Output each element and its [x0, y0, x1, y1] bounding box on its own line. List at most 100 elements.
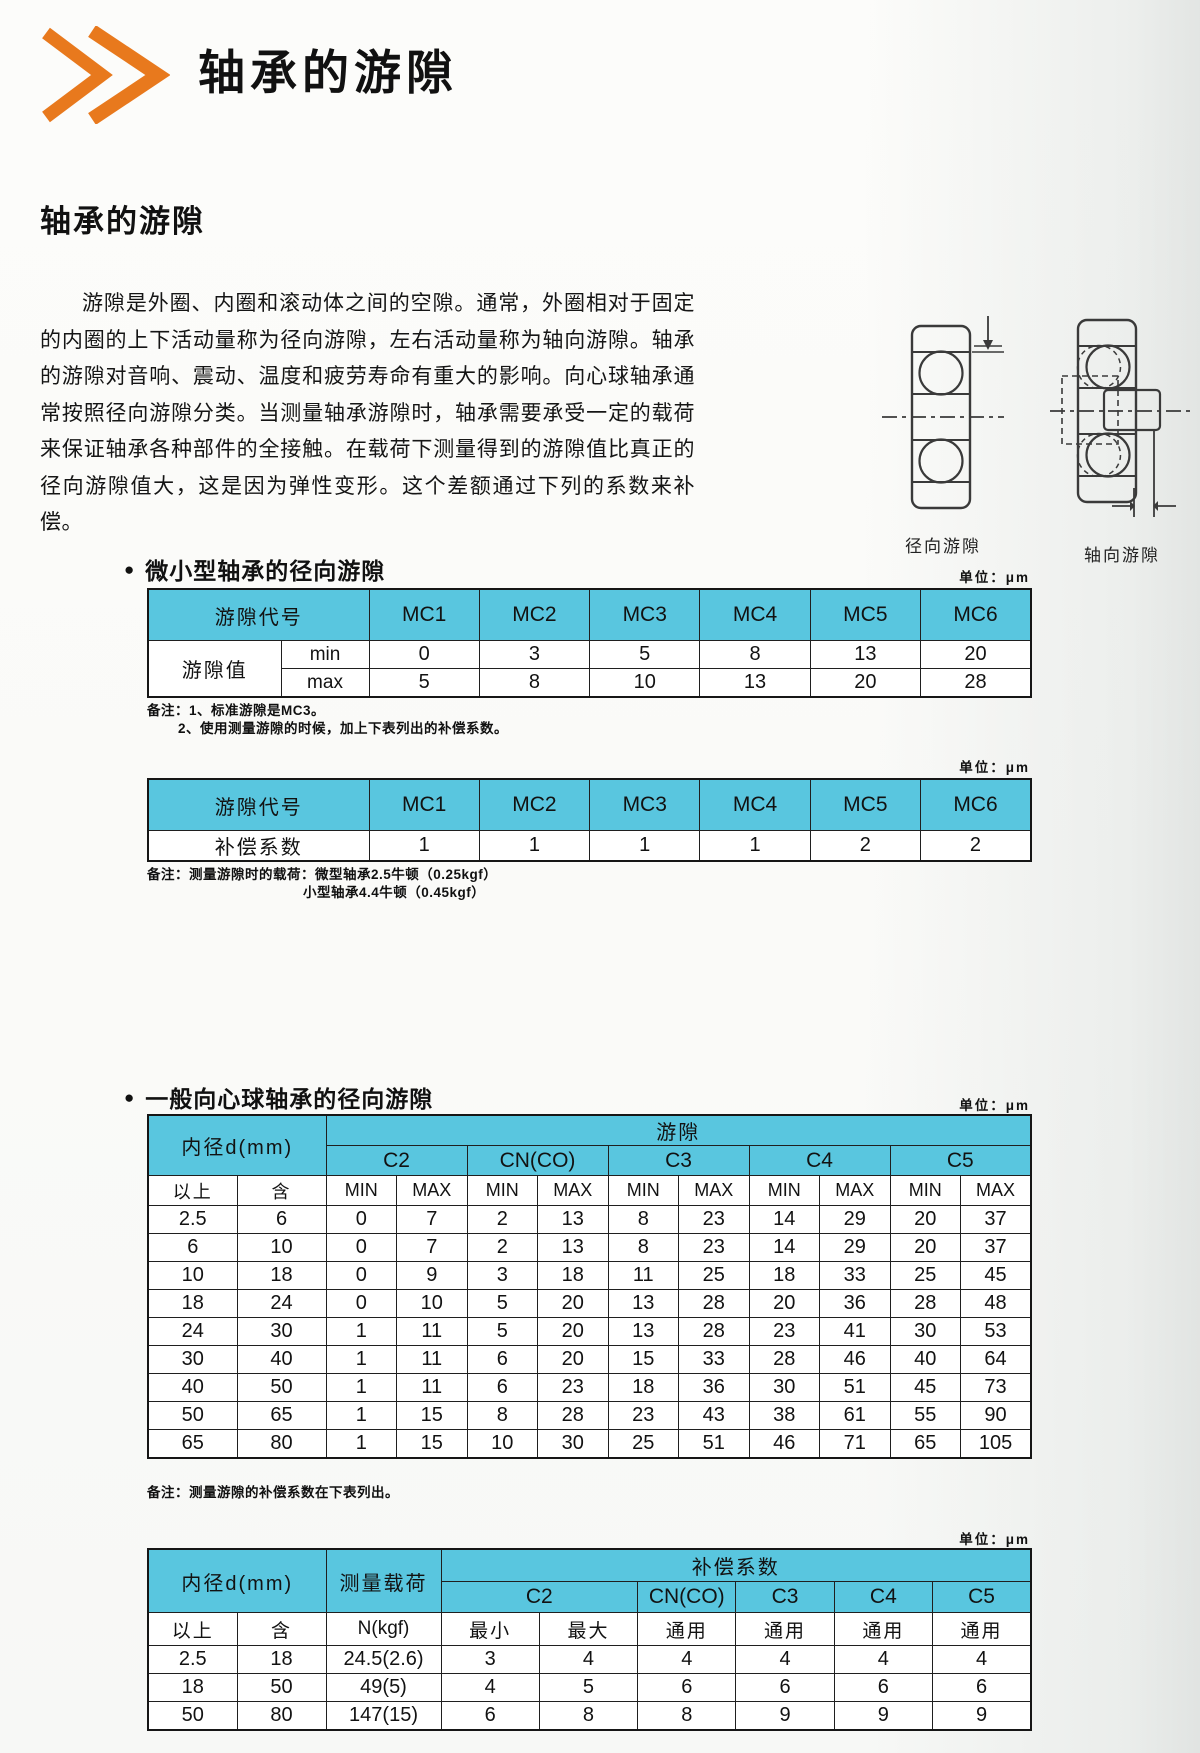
value-cell: 4	[637, 1645, 737, 1674]
table-row: 18 50 49(5) 4 5 6 6 6 6	[147, 1673, 1032, 1702]
value-cell: 53	[960, 1317, 1032, 1346]
value-cell: 13	[607, 1289, 680, 1318]
value-cell: 14	[748, 1205, 821, 1234]
double-chevron-right-icon	[42, 26, 170, 124]
value-cell: 4	[735, 1645, 835, 1674]
value-cell: 18	[537, 1261, 609, 1290]
value-cell: 7	[396, 1205, 468, 1234]
value-cell: 23	[678, 1233, 750, 1262]
value-cell: 33	[678, 1345, 750, 1374]
class-header-c2: C2	[440, 1581, 639, 1613]
value-cell: 1	[589, 830, 701, 862]
value-cell: 2.5	[147, 1645, 238, 1674]
value-cell: 15	[396, 1429, 468, 1459]
unit-label: 单位：μm	[959, 570, 1030, 585]
incl-label: 含	[236, 1612, 327, 1646]
value-cell: 49(5)	[325, 1673, 442, 1702]
value-cell: 45	[889, 1373, 962, 1402]
min-label: min	[280, 640, 370, 669]
value-cell: 18	[748, 1261, 821, 1290]
column-header-mc4: MC4	[699, 588, 811, 641]
column-header-mc3: MC3	[589, 588, 701, 641]
page-title: 轴承的游隙	[198, 46, 458, 99]
value-cell: 0	[368, 640, 480, 669]
value-cell: 7	[396, 1233, 468, 1262]
note-line: 小型轴承4.4牛顿（0.45kgf）	[303, 885, 486, 900]
value-cell: 6	[932, 1673, 1032, 1702]
unit-label: 单位：μm	[959, 1532, 1030, 1547]
note-line: 备注：测量游隙的补偿系数在下表列出。	[147, 1485, 399, 1500]
value-cell: 25	[889, 1261, 962, 1290]
value-cell: 105	[960, 1429, 1032, 1459]
value-cell: 6	[735, 1673, 835, 1702]
value-cell: 0	[325, 1233, 398, 1262]
bore-diameter-header: 内径d(mm)	[147, 1548, 327, 1613]
value-cell: 3	[478, 640, 591, 669]
value-cell: 43	[678, 1401, 750, 1430]
value-cell: 18	[236, 1261, 327, 1290]
value-cell: 1	[699, 830, 811, 862]
value-cell: 25	[607, 1429, 680, 1459]
table-header-row: 内径d(mm) 游隙	[147, 1114, 1032, 1176]
intro-paragraph: 游隙是外圈、内圈和滚动体之间的空隙。通常，外圈相对于固定的内圈的上下活动量称为径…	[40, 292, 695, 534]
value-cell: 30	[236, 1317, 327, 1346]
value-cell: 46	[748, 1429, 821, 1459]
table-subheader-row: 以上 含 N(kgf) 最小 最大 通用 通用 通用 通用	[147, 1612, 1032, 1646]
max-label: MAX	[678, 1175, 750, 1206]
class-header-c4: C4	[748, 1145, 891, 1176]
value-cell: 50	[236, 1673, 327, 1702]
value-cell: 25	[678, 1261, 750, 1290]
value-cell: 4	[833, 1645, 934, 1674]
section-heading-general: ● 一般向心球轴承的径向游隙	[124, 1080, 433, 1114]
table-header-row: C2 CN(CO) C3 C4 C5	[148, 1581, 1032, 1613]
table-row: 30 40 1 11 6 20 15 33 28 46 40 64	[147, 1345, 1032, 1374]
common-label: 通用	[932, 1612, 1032, 1646]
value-cell: 2	[466, 1233, 539, 1262]
value-cell: 29	[819, 1205, 891, 1234]
table-row-max: max 5 8 10 13 20 28	[148, 668, 1032, 698]
section-heading-text: 一般向心球轴承的径向游隙	[145, 1086, 434, 1112]
value-cell: 45	[960, 1261, 1032, 1290]
value-cell: 6	[833, 1673, 934, 1702]
value-cell: 6	[236, 1205, 327, 1234]
column-header-mc1: MC1	[368, 778, 480, 831]
value-cell: 40	[889, 1345, 962, 1374]
class-header-c2: C2	[325, 1145, 468, 1176]
max-label: 最大	[538, 1612, 639, 1646]
value-cell: 11	[396, 1373, 468, 1402]
table2-notes: 备注：测量游隙时的载荷：微型轴承2.5牛顿（0.25kgf） 小型轴承4.4牛顿…	[147, 866, 497, 902]
over-label: 以上	[147, 1175, 238, 1206]
table-row: 65 80 1 15 10 30 25 51 46 71 65 105	[147, 1429, 1032, 1459]
table-row: 18 24 0 10 5 20 13 28 20 36 28 48	[147, 1289, 1032, 1318]
value-cell: 20	[889, 1205, 962, 1234]
value-cell: 10	[236, 1233, 327, 1262]
value-cell: 28	[678, 1317, 750, 1346]
max-label: MAX	[819, 1175, 891, 1206]
table-row-min: 游隙值 min 0 3 5 8 13 20	[147, 640, 1032, 698]
value-cell: 9	[735, 1701, 835, 1731]
table-row: 6 10 0 7 2 13 8 23 14 29 20 37	[147, 1233, 1032, 1262]
column-header-mc6: MC6	[919, 778, 1032, 831]
value-cell: 1	[368, 830, 480, 862]
mc-compensation-table: 游隙代号 MC1 MC2 MC3 MC4 MC5 MC6 补偿系数 1 1 1 …	[147, 778, 1032, 862]
compensation-group-header: 补偿系数	[440, 1548, 1032, 1582]
clearance-group-header: 游隙	[325, 1114, 1032, 1146]
min-label: MIN	[889, 1175, 962, 1206]
value-cell: 1	[325, 1373, 398, 1402]
table-header-row: 游隙代号 MC1 MC2 MC3 MC4 MC5 MC6	[147, 588, 1032, 641]
value-cell: 65	[147, 1429, 238, 1459]
column-header-mc5: MC5	[809, 588, 921, 641]
value-cell: 4	[440, 1673, 540, 1702]
value-cell: 55	[889, 1401, 962, 1430]
value-cell: 0	[325, 1289, 398, 1318]
unit-label: 单位：μm	[959, 760, 1030, 775]
class-header-cn: CN(CO)	[637, 1581, 737, 1613]
max-label: MAX	[537, 1175, 609, 1206]
note-line: 2、使用测量游隙的时候，加上下表列出的补偿系数。	[178, 721, 509, 736]
value-cell: 9	[833, 1701, 934, 1731]
table-row: 50 65 1 15 8 28 23 43 38 61 55 90	[147, 1401, 1032, 1430]
value-cell: 30	[147, 1345, 238, 1374]
value-cell: 20	[889, 1233, 962, 1262]
value-cell: 40	[236, 1345, 327, 1374]
value-cell: 8	[538, 1701, 639, 1731]
